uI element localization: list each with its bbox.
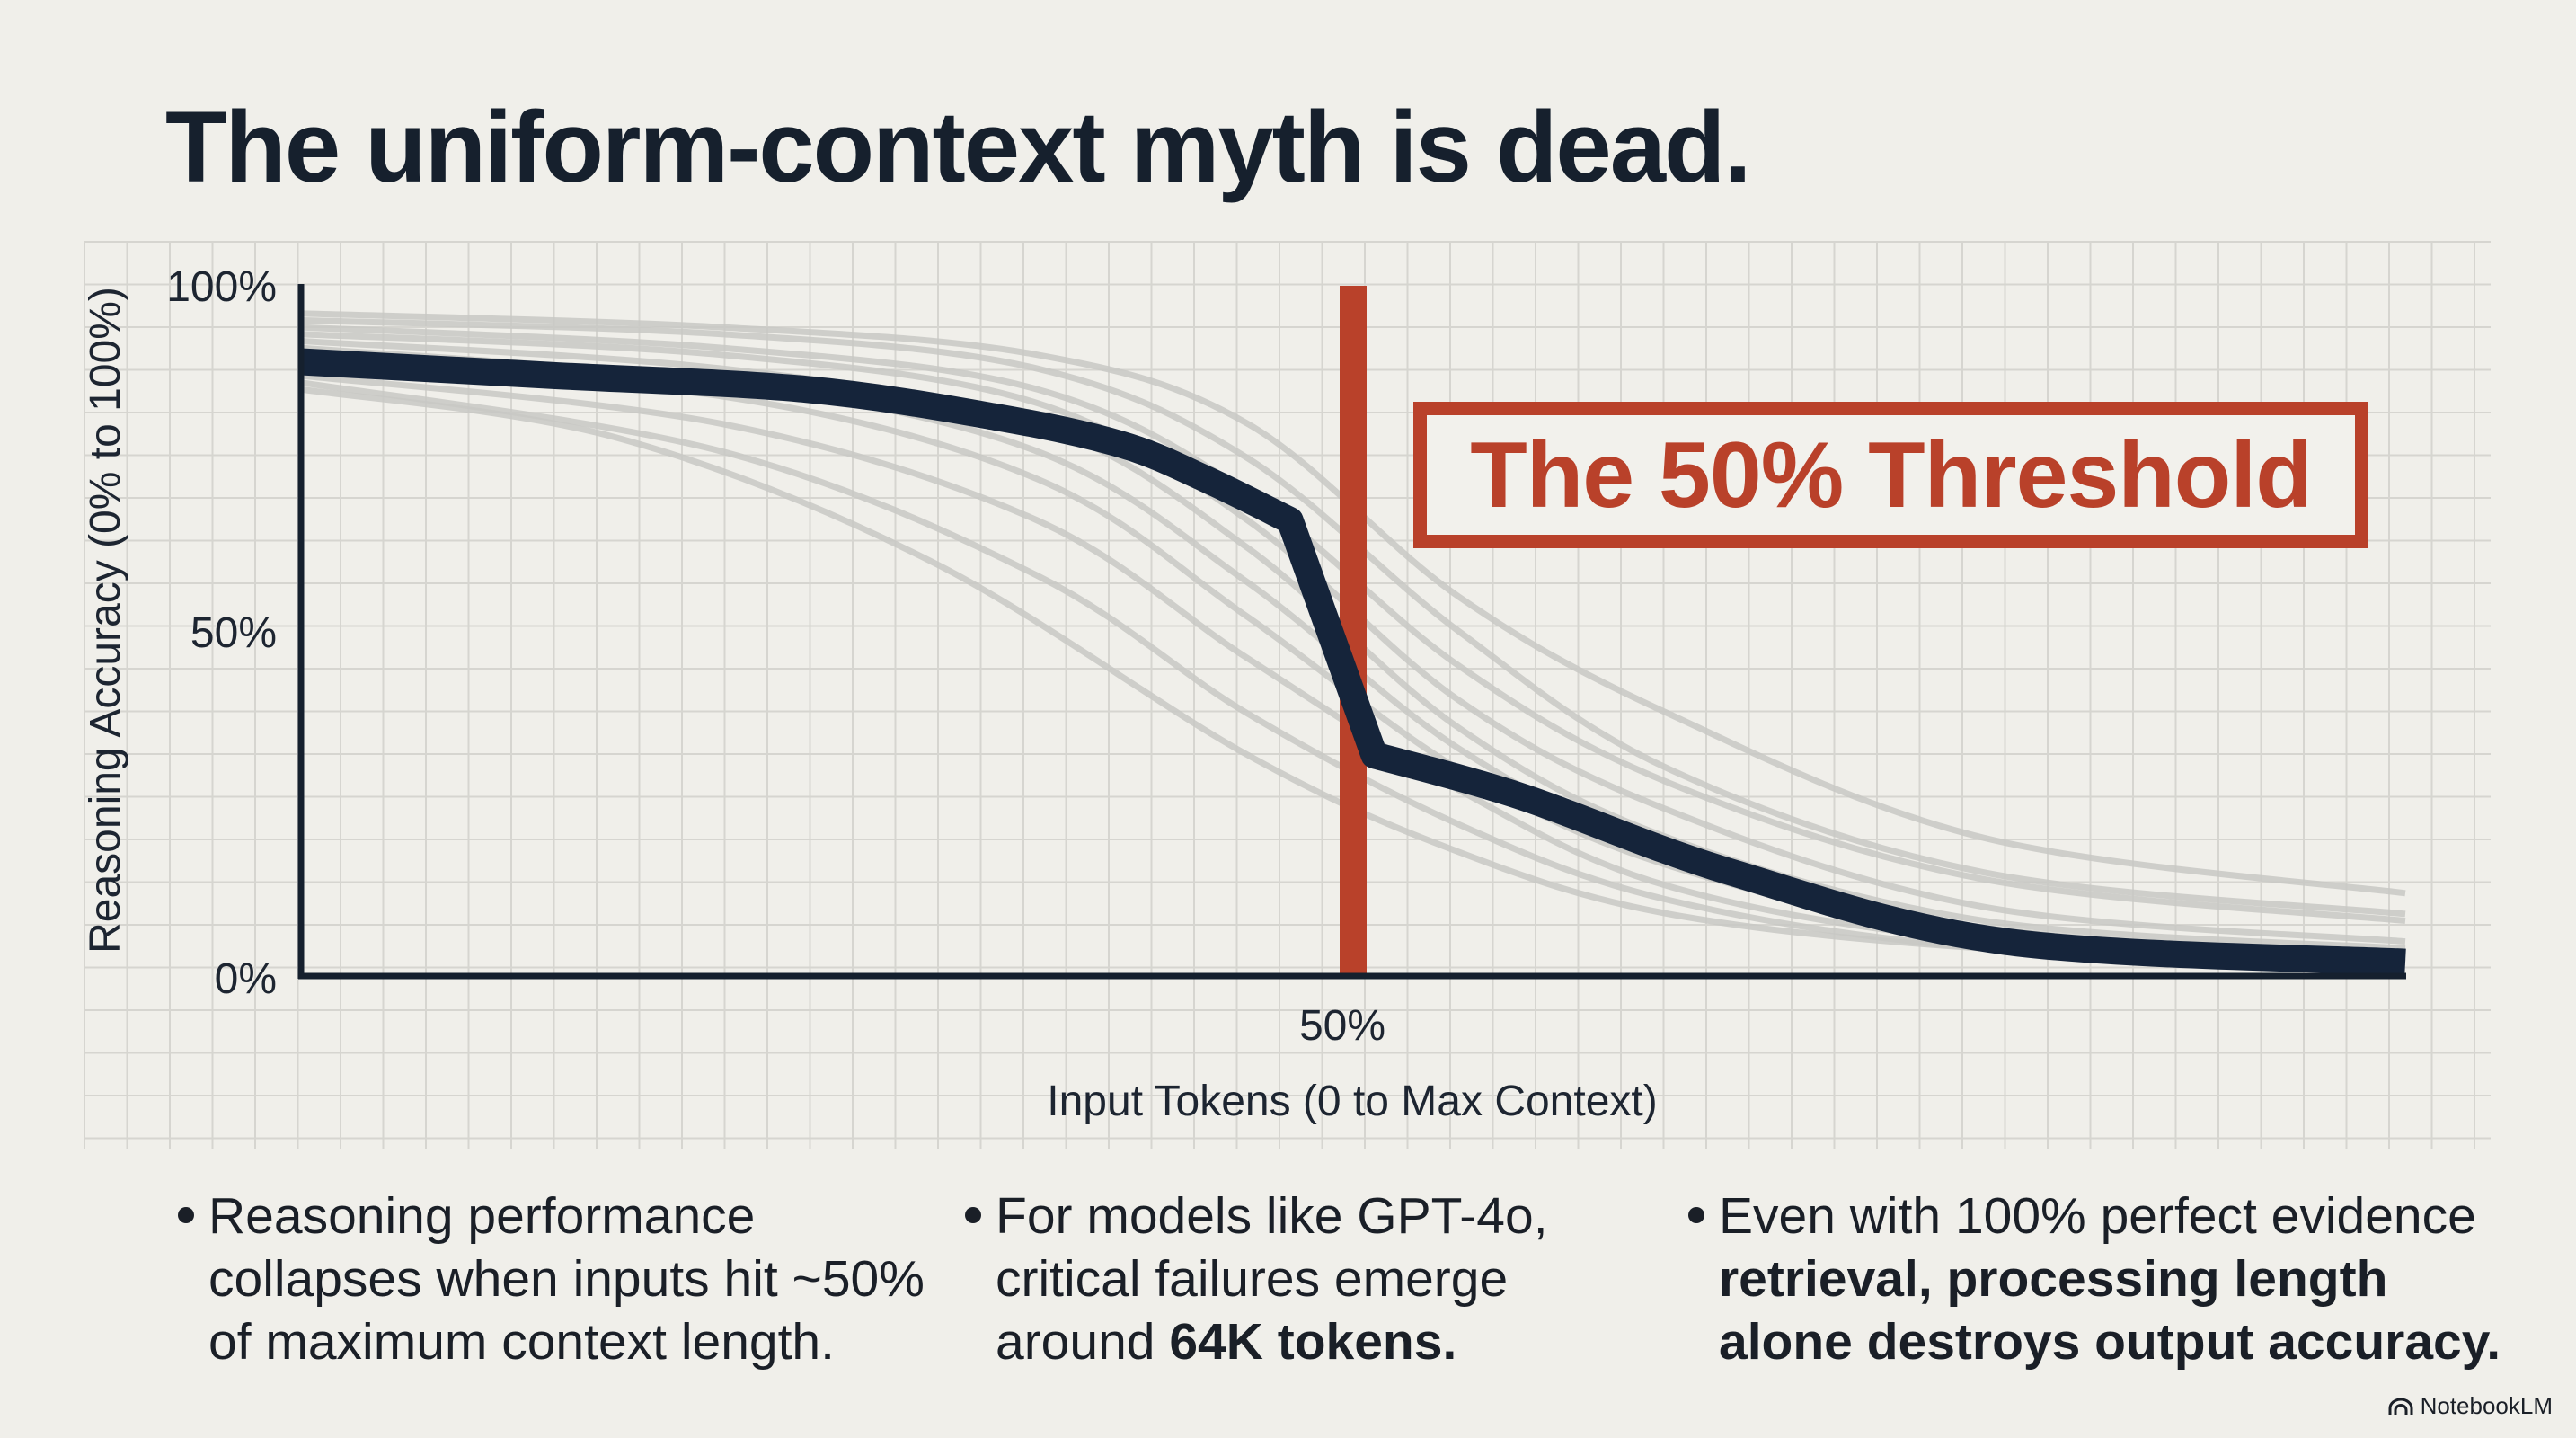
bullet-dot-icon [965, 1207, 981, 1223]
bullet-line: collapses when inputs hit ~50% [208, 1247, 925, 1310]
bullet-line: For models like GPT-4o, [996, 1185, 1548, 1247]
bullet-emphasis: retrieval, processing length [1719, 1250, 2388, 1308]
bullet-emphasis: 64K tokens. [1169, 1313, 1457, 1371]
bullet-line: retrieval, processing length [1719, 1247, 2501, 1310]
bullet-text: For models like GPT-4o, [996, 1187, 1548, 1245]
aggregate-curve [300, 348, 2406, 976]
y-axis-label: Reasoning Accuracy (0% to 100%) [82, 287, 129, 954]
y-tick-100: 100% [166, 263, 277, 311]
bullet-line: Even with 100% perfect evidence [1719, 1185, 2501, 1247]
bullet-line: Reasoning performance [208, 1185, 925, 1247]
bullet-dot-icon [1688, 1207, 1704, 1223]
bullet-text: Even with 100% perfect evidence [1719, 1187, 2476, 1245]
bullet-line: of maximum context length. [208, 1310, 925, 1373]
brand-label: NotebookLM [2420, 1392, 2553, 1419]
page-title: The uniform-context myth is dead. [165, 91, 1752, 203]
threshold-callout-label: The 50% Threshold [1470, 422, 2313, 528]
bullet-line: critical failures emerge [996, 1247, 1548, 1310]
x-axis-label: Input Tokens (0 to Max Context) [1047, 1078, 1658, 1125]
threshold-callout: The 50% Threshold [1413, 402, 2368, 548]
notebooklm-logo-icon [2388, 1398, 2413, 1415]
bullet-text: critical failures emerge [996, 1250, 1509, 1308]
bullet-emphasis: alone destroys output accuracy. [1719, 1313, 2501, 1371]
bullet-line: alone destroys output accuracy. [1719, 1310, 2501, 1373]
y-tick-0: 0% [214, 955, 277, 1003]
bullet-text: Reasoning performance [208, 1187, 756, 1245]
x-tick-50: 50% [1298, 1002, 1386, 1050]
notebooklm-brand: NotebookLM [2388, 1392, 2553, 1420]
bullet-item: Reasoning performance collapses when inpu… [178, 1185, 925, 1373]
bullet-item: Even with 100% perfect evidence retrieval… [1688, 1185, 2501, 1373]
y-tick-50: 50% [190, 609, 277, 657]
bullet-text: around [996, 1313, 1170, 1371]
bullet-dot-icon [178, 1207, 194, 1223]
bullet-text: of maximum context length. [208, 1313, 835, 1371]
bullet-text: collapses when inputs hit ~50% [208, 1250, 925, 1308]
bullet-item: For models like GPT-4o, critical failures… [965, 1185, 1548, 1373]
bullet-line: around 64K tokens. [996, 1310, 1548, 1373]
